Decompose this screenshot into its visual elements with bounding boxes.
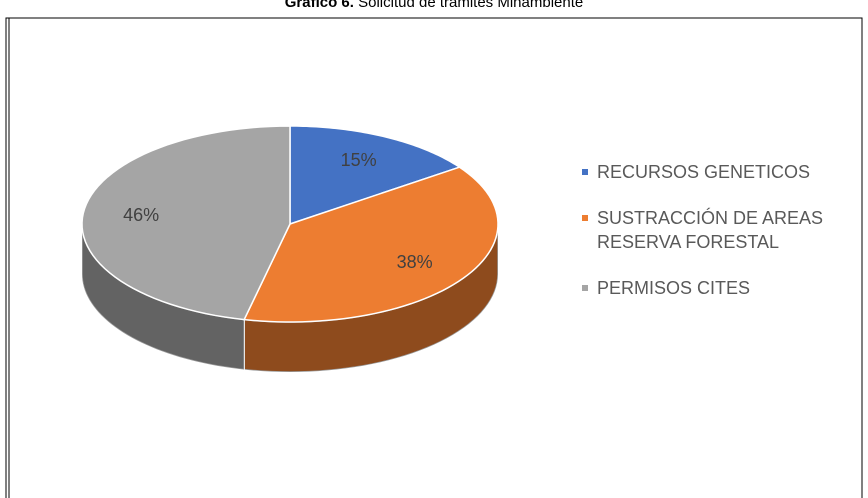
legend: RECURSOS GENETICOS SUSTRACCIÓN DE AREAS R… xyxy=(582,160,844,322)
chart-title: Gráfico 6. xyxy=(284,0,354,11)
pie-slice xyxy=(81,125,291,321)
legend-swatch xyxy=(582,169,588,175)
data-label: 15% xyxy=(341,150,377,170)
legend-item: PERMISOS CITES xyxy=(582,276,844,300)
legend-label: RECURSOS GENETICOS xyxy=(597,162,811,182)
legend-item: SUSTRACCIÓN DE AREAS RESERVA FORESTAL xyxy=(582,206,844,254)
data-label: 46% xyxy=(123,205,159,225)
chart-subtitle: Solicitud de trámites Minambiente xyxy=(358,0,584,11)
legend-swatch xyxy=(582,215,588,221)
pie-slice xyxy=(289,125,462,226)
pie-side-shade xyxy=(244,224,498,372)
data-label: 38% xyxy=(397,252,433,272)
legend-label: SUSTRACCIÓN DE AREAS RESERVA FORESTAL xyxy=(597,208,824,252)
legend-label: PERMISOS CITES xyxy=(597,278,751,298)
pie-slice xyxy=(243,166,499,323)
legend-item: RECURSOS GENETICOS xyxy=(582,160,844,184)
legend-swatch xyxy=(582,285,588,291)
frame xyxy=(5,17,863,498)
title-row: Gráfico 6. Solicitud de trámites Minambi… xyxy=(0,0,868,11)
pie-side-shade xyxy=(82,224,245,370)
